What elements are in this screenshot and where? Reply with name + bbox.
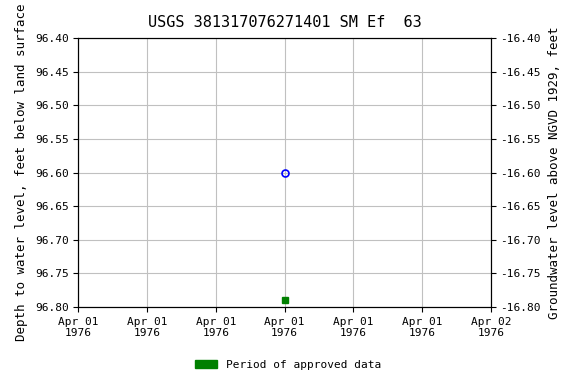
Legend: Period of approved data: Period of approved data bbox=[191, 356, 385, 375]
Title: USGS 381317076271401 SM Ef  63: USGS 381317076271401 SM Ef 63 bbox=[148, 15, 422, 30]
Y-axis label: Depth to water level, feet below land surface: Depth to water level, feet below land su… bbox=[15, 4, 28, 341]
Y-axis label: Groundwater level above NGVD 1929, feet: Groundwater level above NGVD 1929, feet bbox=[548, 26, 561, 319]
